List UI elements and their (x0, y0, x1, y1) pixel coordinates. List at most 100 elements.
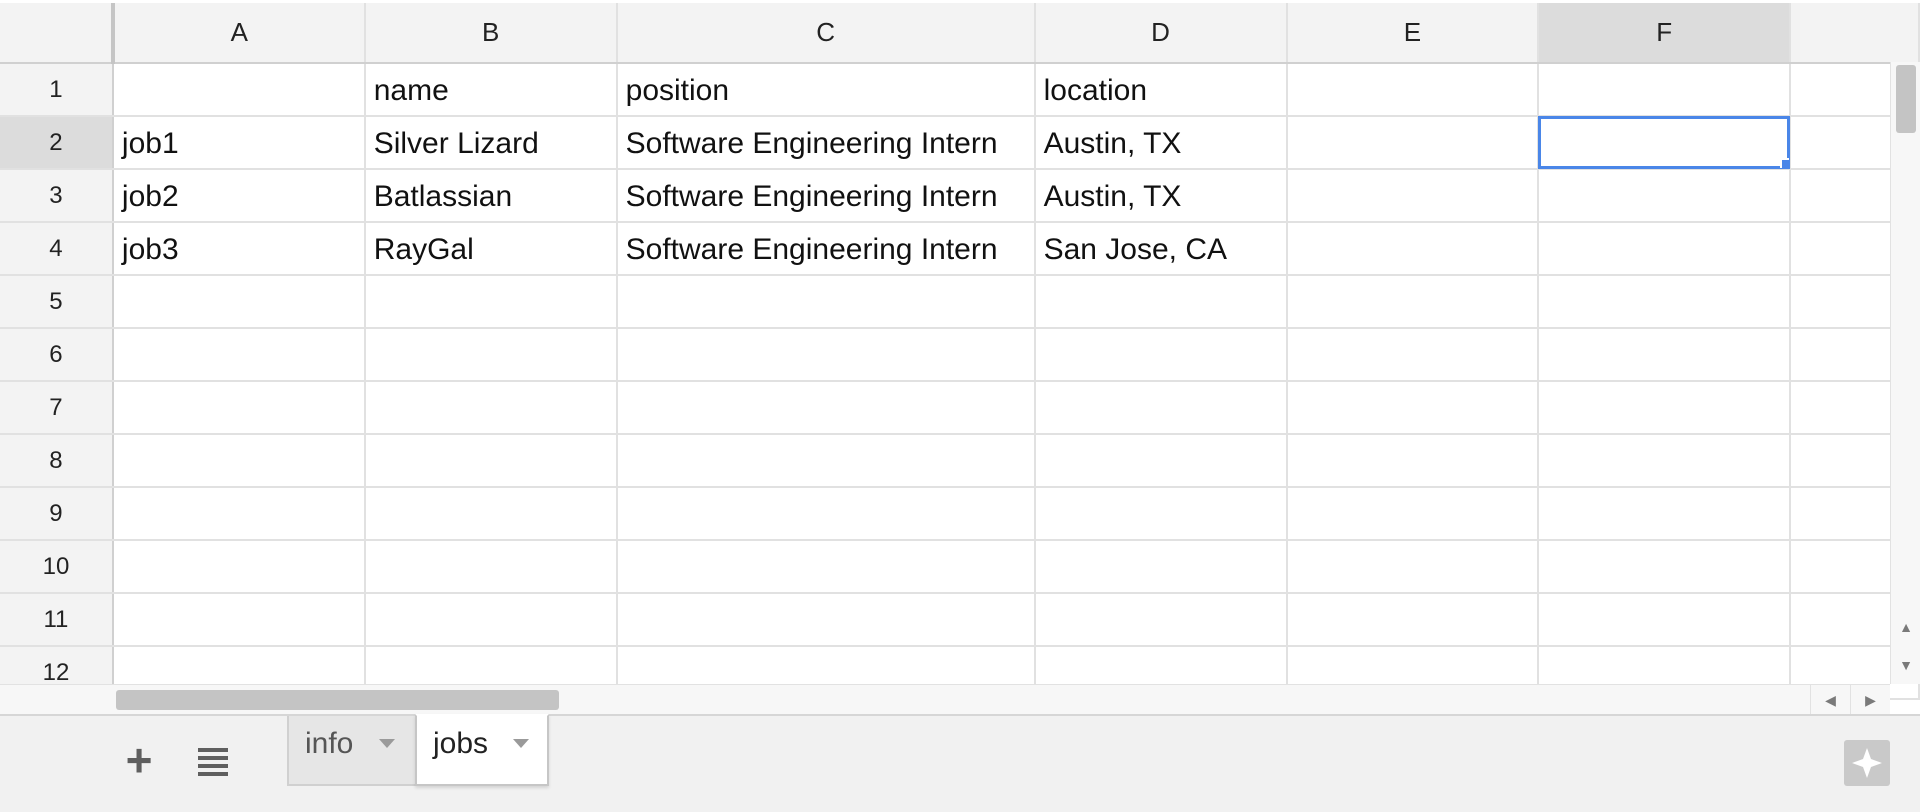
cell-c1[interactable]: position (616, 63, 1036, 117)
cell-b4[interactable]: RayGal (364, 222, 618, 276)
cell-b5[interactable] (364, 275, 618, 329)
horizontal-scrollbar[interactable]: ◀ ▶ (113, 684, 1890, 715)
cell-f4[interactable] (1538, 222, 1792, 276)
select-all-corner[interactable] (0, 3, 115, 64)
cell-d8[interactable] (1034, 434, 1288, 488)
chevron-down-icon[interactable] (379, 739, 395, 748)
cell-e7[interactable] (1286, 381, 1540, 435)
cell-b7[interactable] (364, 381, 618, 435)
cell-c2[interactable]: Software Engineering Intern (616, 116, 1036, 170)
cell-e9[interactable] (1286, 487, 1540, 541)
scroll-left-arrow-icon[interactable]: ◀ (1810, 685, 1850, 715)
cell-c9[interactable] (616, 487, 1036, 541)
cell-b6[interactable] (364, 328, 618, 382)
cell-a2[interactable]: job1 (112, 116, 366, 170)
cell-c4[interactable]: Software Engineering Intern (616, 222, 1036, 276)
column-header-b[interactable]: B (364, 3, 618, 64)
cell-e10[interactable] (1286, 540, 1540, 594)
cell-b3[interactable]: Batlassian (364, 169, 618, 223)
row-header[interactable]: 2 (0, 116, 114, 170)
sheet-tab-jobs[interactable]: jobs (415, 714, 549, 786)
row-header[interactable]: 11 (0, 593, 114, 647)
cell-e8[interactable] (1286, 434, 1540, 488)
fill-handle[interactable] (1780, 158, 1789, 167)
cell-d1[interactable]: location (1034, 63, 1288, 117)
cell-a5[interactable] (112, 275, 366, 329)
cell-d6[interactable] (1034, 328, 1288, 382)
cell-d11[interactable] (1034, 593, 1288, 647)
cell-a4[interactable]: job3 (112, 222, 366, 276)
cell-a1[interactable] (112, 63, 366, 117)
cell-f9[interactable] (1538, 487, 1792, 541)
row-header[interactable]: 3 (0, 169, 114, 223)
cell-a9[interactable] (112, 487, 366, 541)
cell-f6[interactable] (1538, 328, 1792, 382)
cell-f3[interactable] (1538, 169, 1792, 223)
cell-f7[interactable] (1538, 381, 1792, 435)
column-header-g[interactable] (1790, 3, 1920, 64)
all-sheets-button[interactable] (190, 738, 236, 784)
cell-a11[interactable] (112, 593, 366, 647)
cell-d4[interactable]: San Jose, CA (1034, 222, 1288, 276)
cell-e4[interactable] (1286, 222, 1540, 276)
cell-b2[interactable]: Silver Lizard (364, 116, 618, 170)
cell-c5[interactable] (616, 275, 1036, 329)
horizontal-scroll-thumb[interactable] (116, 690, 559, 710)
cell-a6[interactable] (112, 328, 366, 382)
chevron-down-icon[interactable] (513, 739, 529, 748)
cell-c3[interactable]: Software Engineering Intern (616, 169, 1036, 223)
cell-c11[interactable] (616, 593, 1036, 647)
cell-d10[interactable] (1034, 540, 1288, 594)
row-header[interactable]: 7 (0, 381, 114, 435)
cell-f8[interactable] (1538, 434, 1792, 488)
vertical-scrollbar[interactable]: ▲ ▼ (1890, 62, 1920, 684)
row-header[interactable]: 9 (0, 487, 114, 541)
cell-d3[interactable]: Austin, TX (1034, 169, 1288, 223)
cell-b10[interactable] (364, 540, 618, 594)
row-header[interactable]: 8 (0, 434, 114, 488)
row-header[interactable]: 1 (0, 63, 114, 117)
cell-d2[interactable]: Austin, TX (1034, 116, 1288, 170)
cell-c7[interactable] (616, 381, 1036, 435)
cell-f1[interactable] (1538, 63, 1792, 117)
add-sheet-button[interactable]: + (116, 737, 162, 784)
cell-e3[interactable] (1286, 169, 1540, 223)
column-header-a[interactable]: A (112, 3, 366, 64)
scroll-up-arrow-icon[interactable]: ▲ (1899, 619, 1913, 635)
cell-c10[interactable] (616, 540, 1036, 594)
row-header[interactable]: 6 (0, 328, 114, 382)
cell-a8[interactable] (112, 434, 366, 488)
column-header-f[interactable]: F (1538, 3, 1792, 64)
cell-a10[interactable] (112, 540, 366, 594)
cell-b8[interactable] (364, 434, 618, 488)
vertical-scroll-thumb[interactable] (1896, 65, 1916, 133)
cell-b11[interactable] (364, 593, 618, 647)
cell-d5[interactable] (1034, 275, 1288, 329)
cell-b1[interactable]: name (364, 63, 618, 117)
cell-d9[interactable] (1034, 487, 1288, 541)
explore-button[interactable] (1844, 740, 1890, 786)
row-header[interactable]: 10 (0, 540, 114, 594)
cell-e5[interactable] (1286, 275, 1540, 329)
column-header-c[interactable]: C (616, 3, 1036, 64)
cell-c6[interactable] (616, 328, 1036, 382)
row-header[interactable]: 5 (0, 275, 114, 329)
cell-e2[interactable] (1286, 116, 1540, 170)
column-header-d[interactable]: D (1034, 3, 1288, 64)
sheet-tab-info[interactable]: info (287, 716, 417, 786)
cell-f11[interactable] (1538, 593, 1792, 647)
cell-a7[interactable] (112, 381, 366, 435)
scroll-right-arrow-icon[interactable]: ▶ (1850, 685, 1890, 715)
cell-f10[interactable] (1538, 540, 1792, 594)
scroll-down-arrow-icon[interactable]: ▼ (1899, 657, 1913, 673)
column-header-e[interactable]: E (1286, 3, 1540, 64)
cell-c8[interactable] (616, 434, 1036, 488)
cell-e11[interactable] (1286, 593, 1540, 647)
cell-d7[interactable] (1034, 381, 1288, 435)
cell-e6[interactable] (1286, 328, 1540, 382)
cell-f2[interactable] (1538, 116, 1792, 170)
cell-e1[interactable] (1286, 63, 1540, 117)
cell-f5[interactable] (1538, 275, 1792, 329)
cell-a3[interactable]: job2 (112, 169, 366, 223)
row-header[interactable]: 4 (0, 222, 114, 276)
